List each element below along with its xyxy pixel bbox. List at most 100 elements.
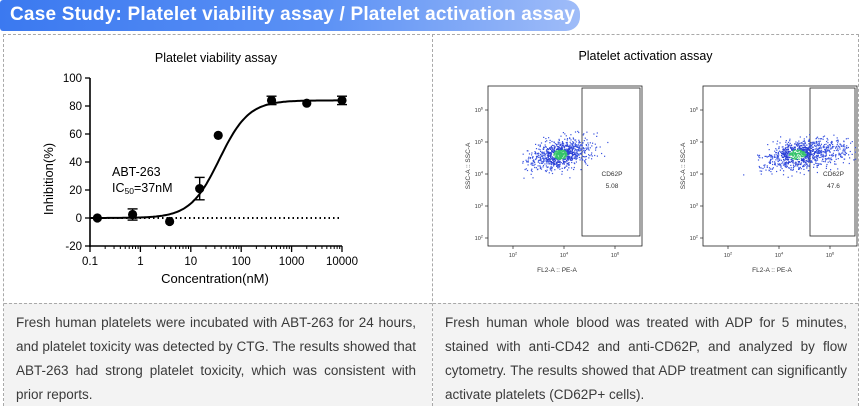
event-dot [800,168,802,170]
event-dot [803,168,805,170]
event-dot [585,144,587,146]
event-dot [769,162,771,164]
event-dot [835,146,837,148]
event-dot [819,148,821,150]
event-dot [829,151,831,153]
event-dot [833,134,835,136]
event-dot [527,164,529,166]
event-dot [832,147,834,149]
event-dot [788,158,790,160]
event-dot [557,141,559,143]
event-dot [574,150,576,152]
event-dot [787,152,789,154]
event-dot [837,140,839,142]
event-dot [828,149,830,151]
event-dot [806,160,809,162]
event-dot [593,133,595,135]
event-dot [823,160,825,163]
event-dot [797,164,799,166]
event-dot [577,145,579,147]
event-dot [561,148,563,150]
event-dot [816,155,818,157]
event-dot [825,152,827,154]
event-dot [542,156,544,158]
event-dot [566,159,568,161]
event-dot [596,146,598,148]
event-dot [818,163,820,165]
event-dot [785,161,787,163]
event-dot [551,149,553,151]
event-dot [557,152,559,154]
event-dot [565,135,567,137]
event-dot [822,153,824,155]
event-dot [785,144,787,146]
event-dot [789,151,791,153]
event-dot [822,154,824,157]
event-dot [591,145,593,147]
event-dot [557,148,559,151]
event-dots [522,130,609,179]
event-dot [807,170,809,172]
event-dot [798,146,800,148]
event-dot [564,166,566,169]
event-dot [784,155,786,157]
event-dot [804,151,806,153]
event-dot [566,141,568,143]
event-dot [558,146,560,148]
event-dot [564,133,566,135]
event-dot [785,162,787,164]
event-dot [586,139,588,141]
event-dot [569,149,571,151]
event-dot [794,156,796,158]
event-dot [561,167,563,169]
event-dot [574,146,576,148]
event-dot [804,146,806,148]
event-dot [828,150,830,152]
event-dot [585,158,587,160]
event-dot [798,140,800,142]
event-dot [534,163,536,165]
gate-label: CD62P [823,171,844,178]
event-dot [798,161,800,163]
event-dot [794,143,796,145]
event-dot [786,151,788,153]
event-dot [770,171,772,173]
event-dot [569,145,571,147]
event-dot [553,141,555,143]
event-dot [541,162,544,164]
event-dot [784,147,786,149]
event-dot [563,157,566,159]
event-dot [567,162,569,164]
event-dot [768,155,770,157]
event-dot [551,149,553,151]
event-dot [801,154,803,156]
event-dot [548,161,550,163]
event-dot [818,151,820,153]
event-dot [545,165,547,167]
event-dot [560,147,562,150]
event-dot [803,143,805,145]
event-dot [544,141,547,143]
event-dot [550,158,552,160]
event-dot [816,157,818,159]
event-dot [786,162,789,164]
event-dot [545,146,547,148]
event-dot [556,157,558,159]
event-dot [546,140,548,142]
event-dot [786,164,788,166]
event-dot [569,151,571,153]
event-dot [788,153,790,155]
event-dot [559,168,561,170]
event-dot [779,150,781,152]
event-dot [761,170,763,172]
event-dot [845,152,848,154]
event-dot [572,148,574,150]
event-dot [564,157,566,159]
event-dot [545,152,548,154]
event-dot [580,153,582,155]
event-dot [777,152,779,154]
event-dot [543,136,545,138]
event-dot [824,151,826,154]
event-dot [766,166,768,168]
event-dot [582,134,584,136]
